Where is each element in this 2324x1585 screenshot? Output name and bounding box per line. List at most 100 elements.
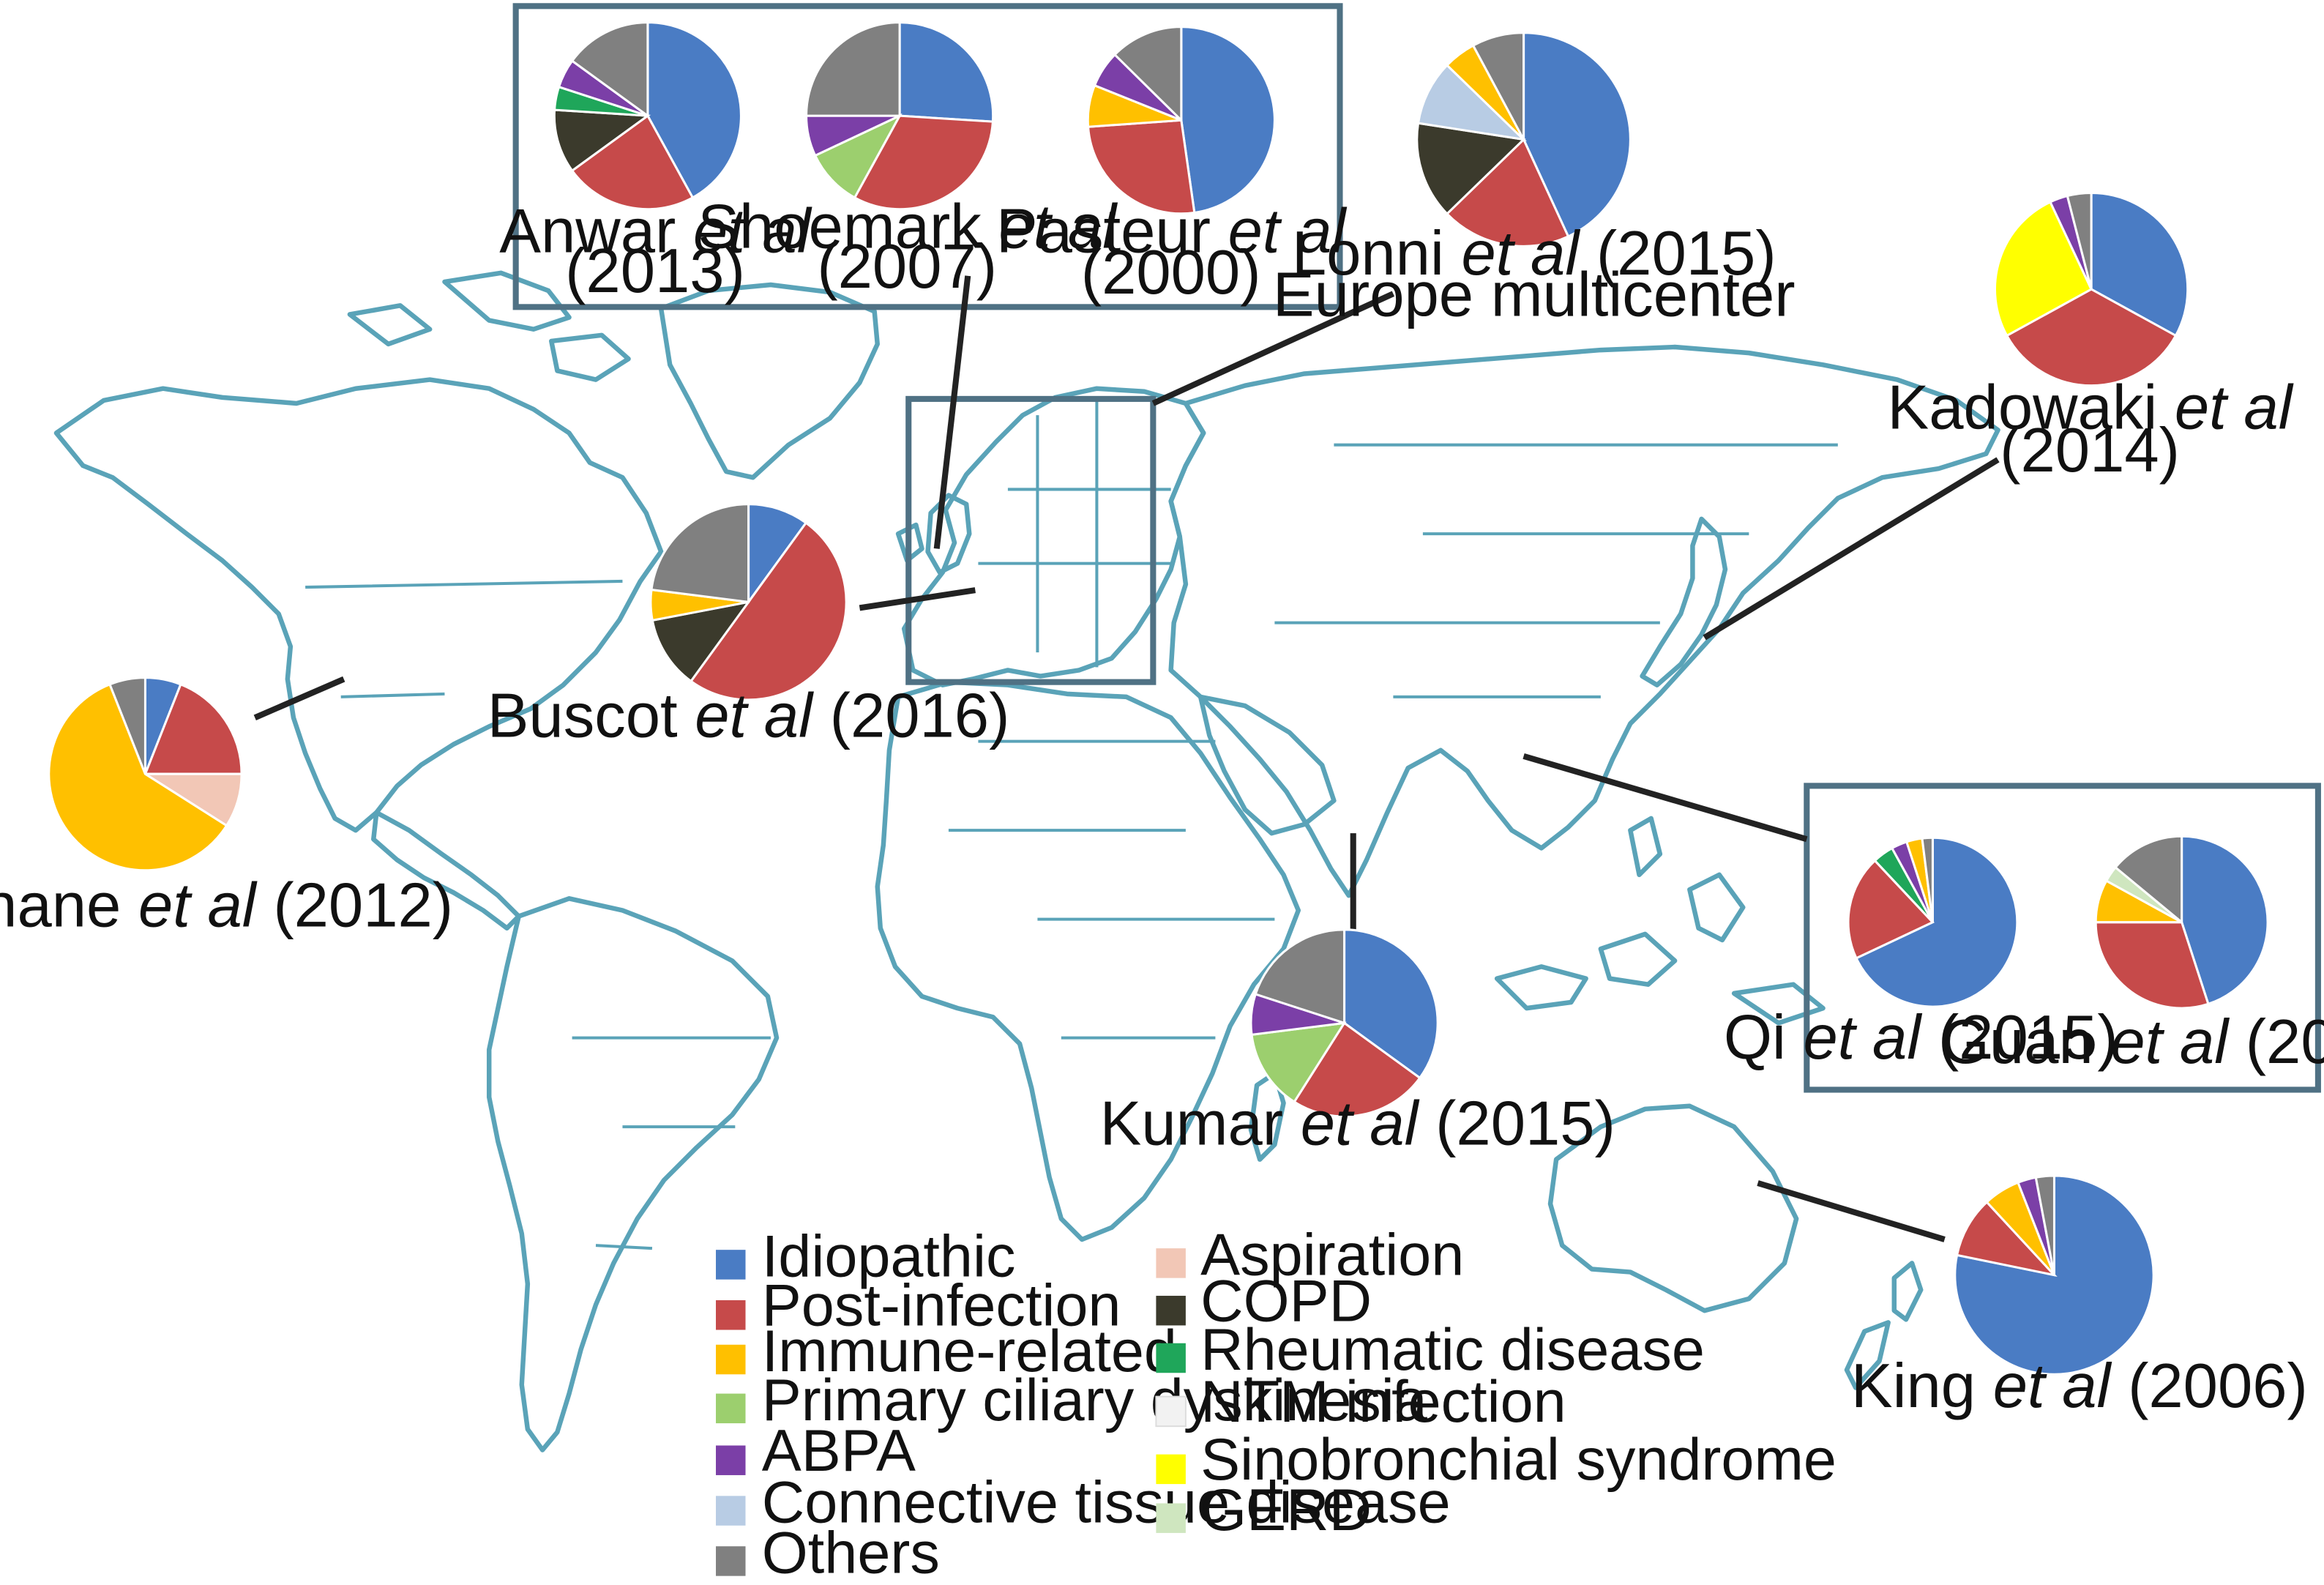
legend-item-ctd: Connective tissue disease <box>716 1470 1451 1536</box>
pie-slice-guan-post-infection <box>2094 921 2210 1010</box>
pie-slice-kumar-post-infection <box>1293 1021 1421 1118</box>
pie-slice-kumar-others <box>1254 928 1346 1025</box>
legend-label-abpa: ABPA <box>762 1418 916 1484</box>
legend-label-post-infection: Post-infection <box>762 1272 1121 1338</box>
legend-label-immune-related: Immune-related <box>762 1319 1177 1384</box>
label-pasteur: Pasteur et al <box>996 196 1348 266</box>
pie-slice-pasteur-post-infection <box>1086 119 1196 215</box>
australia-outline <box>1547 1103 1799 1313</box>
legend-swatch-ctd <box>716 1496 746 1526</box>
legend-label-ntm: NTM infection <box>1200 1369 1566 1435</box>
europe-studies-frame <box>512 3 1343 310</box>
china-studies-frame <box>1804 783 2321 1093</box>
pie-slice-king-idiopathic <box>1954 1174 2155 1376</box>
legend-label-pcd: Primary ciliary dyskinesia <box>762 1368 1428 1433</box>
north-america-outline <box>53 377 664 833</box>
pie-slice-lonni-others <box>1471 31 1525 141</box>
southeast-asia-islands-outline <box>1494 816 1826 1026</box>
pie-mcshane <box>48 676 243 872</box>
legend-swatch-idiopathic <box>716 1250 746 1280</box>
label-buscot: Buscot et al (2016) <box>487 682 1010 751</box>
greenland-outline <box>658 282 880 480</box>
pie-slice-mcshane-post-infection <box>143 682 243 775</box>
label-pasteur-year: (2000) <box>1081 238 1261 307</box>
pie-kadowaki <box>1993 191 2189 387</box>
pie-slice-kadowaki-others <box>2066 191 2093 290</box>
leader-mcshane <box>253 676 345 720</box>
legend-swatch-others <box>716 1546 746 1576</box>
asia-outline <box>1168 344 2000 898</box>
japan-outline <box>1640 516 1728 687</box>
pie-slice-king-others <box>2034 1174 2055 1275</box>
pie-slice-kadowaki-sinobronchial <box>1993 200 2093 337</box>
legend-label-sinobronchial: Sinobronchial syndrome <box>1200 1427 1837 1493</box>
leader-buscot <box>859 587 976 611</box>
pie-king <box>1954 1174 2155 1376</box>
legend-item-copd: COPD <box>1156 1268 1372 1334</box>
pie-slice-shoemark-post-infection <box>853 114 995 211</box>
leader-lines <box>253 275 2000 1242</box>
pie-slice-kadowaki-idiopathic <box>2090 191 2189 337</box>
legend-swatch-gerd <box>1156 1503 1186 1533</box>
pie-shoemark <box>805 21 995 211</box>
pie-lonni <box>1416 31 1632 247</box>
pie-slice-anwar-idiopathic <box>646 21 742 199</box>
pie-slice-anwar-post-infection <box>570 113 695 211</box>
pie-slice-buscot-idiopathic <box>747 503 808 605</box>
legend-item-pcd: Primary ciliary dyskinesia <box>716 1368 1428 1433</box>
label-lonni-note: Europe multicenter <box>1273 261 1796 330</box>
legend-item-aspiration: Aspiration <box>1156 1223 1464 1288</box>
pie-slice-kumar-pcd <box>1250 1021 1347 1104</box>
pie-slice-buscot-copd <box>651 600 752 683</box>
label-lonni: Lonni et al (2015) <box>1292 219 1776 288</box>
pie-anwar <box>553 21 742 211</box>
label-kumar: Kumar et al (2015) <box>1100 1089 1615 1158</box>
legend-item-idiopathic: Idiopathic <box>716 1224 1015 1290</box>
legend-swatch-immune-related <box>716 1344 746 1375</box>
pie-pasteur <box>1086 26 1276 215</box>
pie-slice-lonni-idiopathic <box>1522 31 1632 239</box>
pie-slice-anwar-others <box>570 21 649 119</box>
arabia-outline <box>1198 694 1337 836</box>
pie-slice-shoemark-idiopathic <box>898 21 995 123</box>
pie-slice-qi-post-infection <box>1847 859 1935 960</box>
pie-slice-mcshane-others <box>108 676 146 775</box>
legend-item-post-infection: Post-infection <box>716 1272 1121 1338</box>
leader-shoemark <box>933 275 971 549</box>
pie-slice-mcshane-immune <box>48 682 228 872</box>
pie-slice-pasteur-others <box>1113 26 1183 123</box>
legend-swatch-ntm <box>1155 1395 1187 1428</box>
label-qi: Qi et al (2015) <box>1724 1003 2118 1073</box>
legend-label-idiopathic: Idiopathic <box>762 1224 1016 1290</box>
pie-slice-shoemark-pcd <box>813 113 903 199</box>
arctic-islands-outline <box>347 270 631 382</box>
pie-slice-pasteur-idiopathic <box>1180 26 1276 215</box>
pie-slice-shoemark-others <box>805 21 901 117</box>
europe-highlight-box <box>905 395 1157 685</box>
legend-item-others: Others <box>716 1521 940 1585</box>
legend-swatch-sinobronchial <box>1156 1454 1186 1485</box>
legend-label-gerd: GERD <box>1200 1477 1372 1543</box>
label-mcshane: McShane et al (2012) <box>0 871 453 941</box>
legend-item-sinobronchial: Sinobronchial syndrome <box>1156 1427 1837 1493</box>
legend-label-rheumatic: Rheumatic disease <box>1200 1317 1705 1383</box>
pie-slice-anwar-copd <box>553 108 651 173</box>
legend-item-immune-related: Immune-related <box>716 1319 1177 1384</box>
label-guan: Guan et al (2015) <box>1941 1007 2324 1077</box>
label-shoemark: Shoemark et al <box>698 192 1118 261</box>
pie-slice-lonni-copd <box>1416 122 1526 216</box>
label-king: King et al (2006) <box>1851 1351 2308 1421</box>
pie-slice-qi-others <box>1921 836 1934 922</box>
legend-swatch-rheumatic <box>1156 1343 1186 1373</box>
pie-qi <box>1847 836 2019 1008</box>
legend-swatch-pcd <box>716 1393 746 1424</box>
pie-slice-buscot-post-infection <box>689 521 848 701</box>
central-america-outline <box>371 810 521 931</box>
label-kadowaki-year: (2014) <box>2000 416 2180 485</box>
legend-label-copd: COPD <box>1200 1268 1372 1334</box>
legend-label-aspiration: Aspiration <box>1200 1223 1464 1288</box>
pie-slice-guan-others <box>2113 835 2183 925</box>
legend-item-gerd: GERD <box>1156 1477 1372 1543</box>
pie-guan <box>2094 835 2269 1010</box>
